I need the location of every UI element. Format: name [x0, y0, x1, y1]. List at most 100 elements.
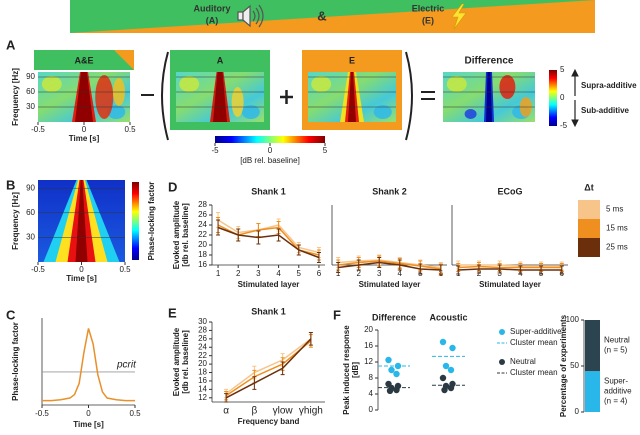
legend-label: Cluster mean — [510, 338, 558, 347]
legend-swatch — [578, 219, 600, 238]
heatmap-patch — [75, 72, 93, 122]
x-tick-label: 1 — [216, 269, 221, 278]
legend-dot — [499, 359, 505, 365]
chart-title: Shank 1 — [251, 186, 286, 196]
y-tick-label: 28 — [198, 200, 207, 209]
dot — [447, 366, 455, 374]
x-tick-label: 0.5 — [124, 125, 136, 134]
line — [217, 219, 320, 254]
colorbar-tick-label: 0 — [560, 93, 565, 102]
y-tick-label: 16 — [364, 341, 373, 350]
panel-label: F — [333, 307, 341, 322]
heatmap-patch — [179, 76, 200, 92]
panel-label: A — [6, 37, 16, 52]
heatmap-patch — [241, 105, 260, 119]
x-tick-label: γlow — [273, 406, 294, 417]
chart-title: Acoustic — [429, 312, 467, 322]
y-tick-label: 90 — [26, 72, 35, 81]
y-tick-label: 12 — [364, 357, 373, 366]
y-tick-label: 26 — [198, 210, 207, 219]
dot — [442, 362, 450, 370]
x-axis-label: Stimulated layer — [238, 280, 300, 289]
heatmap-patch — [446, 76, 467, 92]
frame — [34, 50, 134, 70]
heatmap-patch — [464, 109, 477, 119]
banner-text: Electric — [412, 3, 445, 13]
heatmap-patch — [213, 72, 227, 122]
y-tick-label: 18 — [198, 368, 207, 377]
y-tick-label: 16 — [198, 376, 207, 385]
y-tick-label: 24 — [198, 342, 207, 351]
error-bar — [456, 265, 461, 275]
banner-and: & — [317, 8, 326, 23]
y-tick-label: 0 — [369, 405, 374, 414]
y-tick-label: 8 — [369, 373, 374, 382]
x-tick-label: 3 — [256, 269, 261, 278]
y-tick-label: 22 — [198, 351, 207, 360]
x-tick-label: 6 — [317, 269, 322, 278]
dot — [388, 366, 395, 374]
banner-green — [70, 0, 595, 33]
segment-label: (n = 5) — [604, 346, 628, 355]
segment-label: Neutral — [604, 336, 630, 345]
dot — [393, 370, 400, 378]
y-axis-label: Evoked amplitude — [172, 200, 181, 269]
legend-label: Super-additive — [510, 327, 562, 336]
line — [338, 259, 441, 269]
speaker-icon — [237, 4, 264, 28]
y-axis-label: Frequency [Hz] — [11, 68, 20, 126]
x-tick-label: β — [251, 406, 257, 417]
x-axis-label: Time [s] — [66, 274, 97, 283]
heatmap-patch — [75, 180, 88, 262]
x-tick-label: 1 — [336, 269, 341, 278]
y-tick-label: 60 — [26, 208, 35, 217]
y-axis-label: Frequency [Hz] — [11, 192, 20, 250]
line — [225, 338, 312, 399]
colorbar-label: Phase-locking factor — [147, 182, 156, 261]
legend-dot — [499, 329, 505, 335]
panel-label: E — [168, 305, 177, 320]
map-title: E — [349, 55, 355, 65]
x-tick-label: 3 — [377, 269, 382, 278]
x-axis-label: Time [s] — [69, 134, 100, 143]
y-tick-label: 24 — [198, 220, 207, 229]
y-tick-label: 20 — [364, 325, 373, 334]
threshold-label: pcrit — [116, 360, 137, 371]
x-tick-label: 0.5 — [129, 409, 141, 418]
x-tick-label: 4 — [276, 269, 281, 278]
colorbar-tick-label: -5 — [560, 121, 568, 130]
y-axis-label: Peak induced response — [342, 325, 351, 415]
y-tick-label: 60 — [26, 87, 35, 96]
y-tick-label: 16 — [198, 260, 207, 269]
legend-swatch — [578, 238, 600, 257]
dot — [447, 384, 455, 392]
bar-segment — [585, 320, 600, 372]
x-tick-label: -0.5 — [31, 125, 45, 134]
error-bar — [308, 332, 313, 346]
y-tick-label: 18 — [198, 250, 207, 259]
annotation: Sub-additive — [581, 106, 630, 115]
legend-label: 5 ms — [606, 205, 623, 214]
line — [458, 265, 562, 269]
panel-label: B — [6, 177, 15, 192]
dot — [385, 356, 392, 364]
x-tick-label: 0 — [79, 265, 84, 274]
chart-title: Shank 2 — [372, 186, 407, 196]
x-tick-label: 5 — [297, 269, 302, 278]
x-tick-label: 2 — [356, 269, 361, 278]
heatmap-patch — [486, 72, 492, 122]
legend-label: 25 ms — [606, 243, 628, 252]
map-title: Difference — [465, 56, 514, 67]
legend-swatch — [578, 200, 600, 219]
y-axis-label: [dB] — [351, 362, 360, 378]
line — [338, 261, 441, 271]
colorbar-tick-label: 0 — [268, 146, 273, 155]
colorbar-tick-label: 5 — [323, 146, 328, 155]
error-bar — [224, 393, 229, 403]
y-tick-label: 12 — [198, 393, 207, 402]
banner: Auditory (A) & Electric (E) — [70, 0, 595, 33]
y-tick-label: 50 — [570, 361, 579, 370]
line — [42, 328, 135, 402]
segment-label: Super- — [604, 377, 628, 386]
